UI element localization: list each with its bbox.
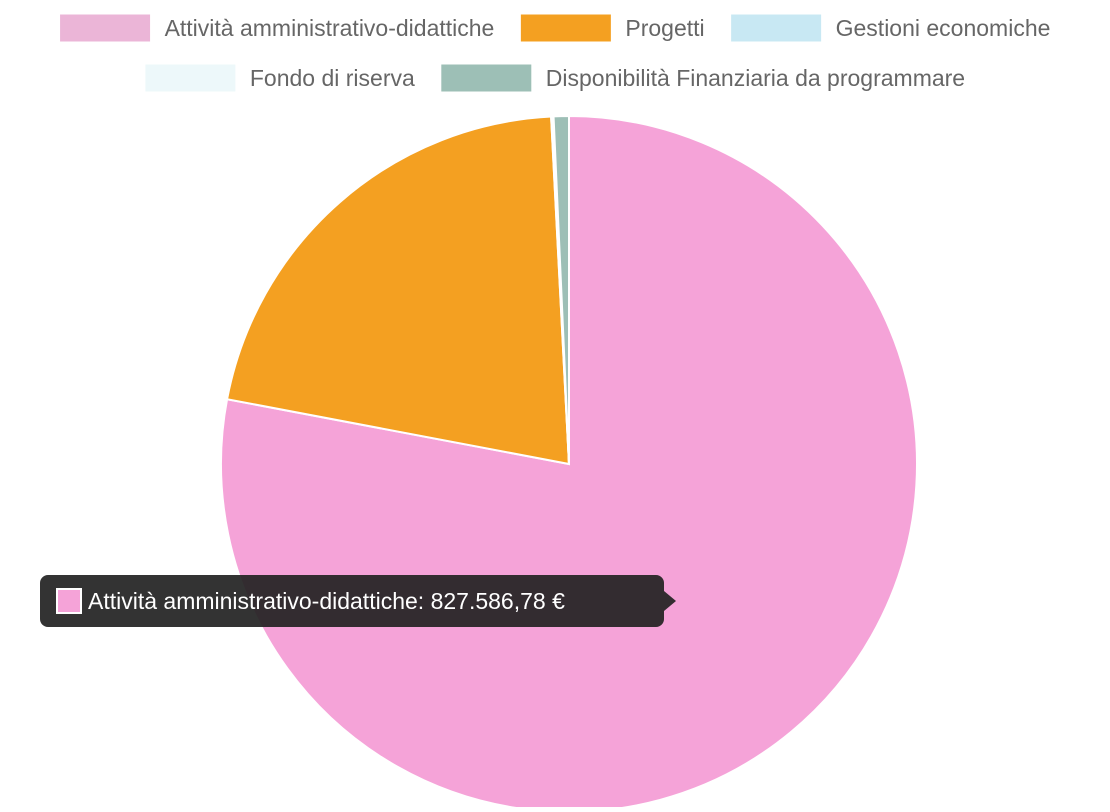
legend-swatch bbox=[144, 63, 237, 93]
pie-slice[interactable] bbox=[225, 115, 571, 466]
legend-label: Gestioni economiche bbox=[836, 15, 1051, 41]
legend-item[interactable]: Attività amministrativo-didattiche bbox=[59, 13, 495, 43]
legend-item[interactable]: Progetti bbox=[519, 13, 705, 43]
legend-swatch bbox=[440, 63, 533, 93]
pie-slice[interactable] bbox=[220, 114, 918, 812]
legend-swatch bbox=[519, 13, 612, 43]
tooltip-swatch bbox=[56, 588, 82, 614]
legend-item[interactable]: Disponibilità Finanziaria da programmare bbox=[440, 63, 965, 93]
legend-label: Progetti bbox=[625, 15, 704, 41]
legend-label: Fondo di riserva bbox=[250, 65, 415, 91]
legend-swatch bbox=[730, 13, 823, 43]
legend-item[interactable]: Gestioni economiche bbox=[730, 13, 1051, 43]
tooltip: Attività amministrativo-didattiche: 827.… bbox=[40, 575, 676, 627]
legend-swatch bbox=[59, 13, 152, 43]
tooltip-arrow bbox=[664, 591, 676, 611]
legend-item[interactable]: Fondo di riserva bbox=[144, 63, 415, 93]
pie-slices bbox=[220, 114, 918, 812]
legend-label: Attività amministrativo-didattiche bbox=[165, 15, 495, 41]
tooltip-text: Attività amministrativo-didattiche: 827.… bbox=[88, 588, 565, 614]
legend-label: Disponibilità Finanziaria da programmare bbox=[546, 65, 965, 91]
pie-slice[interactable] bbox=[552, 114, 570, 465]
tooltip-box: Attività amministrativo-didattiche: 827.… bbox=[40, 575, 676, 627]
legend: Attività amministrativo-didattiche Proget… bbox=[59, 13, 1051, 93]
tooltip-background bbox=[40, 575, 664, 627]
